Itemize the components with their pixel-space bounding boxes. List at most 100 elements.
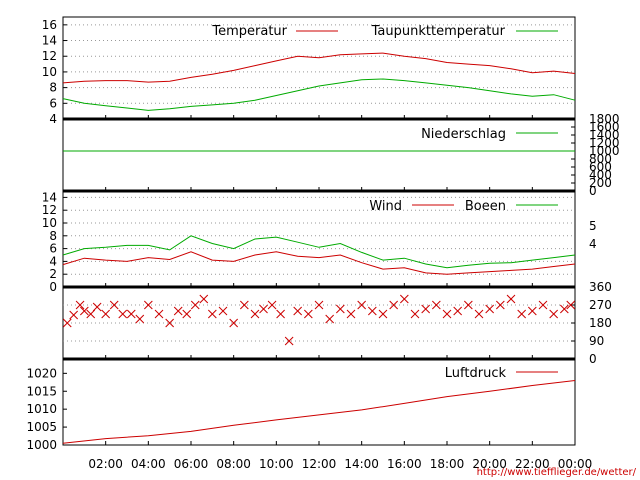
y-tick-label-right: 5: [589, 219, 597, 233]
y-tick-label-right: 180: [589, 316, 612, 330]
y-tick-label: 14: [42, 190, 57, 204]
wind-direction-point: [62, 318, 72, 328]
wind-direction-point: [86, 309, 96, 319]
y-tick-label-right: 600: [589, 160, 612, 174]
y-tick-label-right: 1200: [589, 136, 620, 150]
wind-direction-point: [431, 300, 441, 310]
wind-direction-point: [293, 306, 303, 316]
legend-niederschlag-label: Niederschlag: [421, 127, 506, 142]
wind-direction-point: [421, 304, 431, 314]
x-tick-label: 00:00: [558, 457, 593, 471]
wind-series: [62, 235, 576, 275]
wind-direction-point: [207, 309, 217, 319]
wind-direction-point: [399, 294, 409, 304]
legend-luftdruck-label: Luftdruck: [445, 366, 507, 381]
x-tick-label: 12:00: [302, 457, 337, 471]
wind-direction-point: [267, 300, 277, 310]
y-tick-label-right: 1400: [589, 128, 620, 142]
legend-taupunkttemperatur-label: Taupunkttemperatur: [371, 24, 506, 39]
y-tick-label-right: 270: [589, 298, 612, 312]
x-tick-label: 20:00: [472, 457, 507, 471]
y-tick-label: 1015: [26, 384, 57, 398]
wind-direction-point: [453, 306, 463, 316]
wind-direction-point: [314, 300, 324, 310]
wind-direction-point: [126, 309, 136, 319]
y-tick-label: 1005: [26, 420, 57, 434]
wind-direction-point: [135, 314, 145, 324]
wind-direction-point: [284, 336, 294, 346]
wind-direction-point: [378, 309, 388, 319]
x-tick-label: 10:00: [259, 457, 294, 471]
wind-direction-point: [239, 300, 249, 310]
y-tick-label-right: 1600: [589, 120, 620, 134]
series-line-luftdruck: [62, 380, 576, 444]
wind-direction-point: [485, 304, 495, 314]
y-tick-label: 10: [42, 216, 57, 230]
wind-direction-point: [173, 306, 183, 316]
y-tick-label-right: 1800: [589, 112, 620, 126]
y-tick-label: 8: [49, 229, 57, 243]
y-tick-label-right: 0: [589, 184, 597, 198]
y-tick-label-right: 4: [589, 237, 597, 251]
series-line-temperatur: [62, 52, 576, 84]
y-tick-label: 12: [42, 49, 57, 63]
wind-direction-point: [474, 309, 484, 319]
wind-direction-point: [357, 300, 367, 310]
wind-direction-point: [463, 300, 473, 310]
wind-direction-point: [325, 314, 335, 324]
y-tick-label-right: 1000: [589, 144, 620, 158]
y-tick-label: 4: [49, 112, 57, 126]
wind-direction-point: [335, 304, 345, 314]
x-tick-label: 06:00: [174, 457, 209, 471]
x-tick-label: 16:00: [387, 457, 422, 471]
y-tick-label: 8: [49, 81, 57, 95]
wind-direction-point: [517, 309, 527, 319]
x-tick-label: 14:00: [344, 457, 379, 471]
series-line-taupunkttemperatur: [62, 78, 576, 111]
wind-direction-point: [259, 304, 268, 314]
wind-y-ticks-right: 45: [589, 219, 597, 251]
x-axis-ticks: 02:00 04:00 06:00 08:00 10:00 12:00 14:00 16:00…: [88, 115, 592, 471]
wind-direction-point: [92, 302, 102, 312]
legend-boeen-label: Boeen: [465, 199, 506, 214]
wind-direction-point: [495, 300, 505, 310]
wind-direction-point: [527, 306, 537, 316]
legend-wind-label: Wind: [369, 199, 402, 214]
wind-direction-point: [109, 300, 119, 310]
wind-direction-point: [154, 309, 164, 319]
y-tick-label: 12: [42, 203, 57, 217]
y-tick-label: 4: [49, 254, 57, 268]
x-tick-label: 18:00: [430, 457, 465, 471]
y-tick-label: 1010: [26, 402, 57, 416]
wind-direction-y-ticks-right: 0 90 180 270 360: [571, 280, 612, 366]
series-line-wind: [62, 251, 576, 275]
y-tick-label: 1020: [26, 366, 57, 380]
wind-direction-point: [101, 309, 111, 319]
wind-direction-point: [559, 304, 569, 314]
wind-direction-point: [566, 300, 576, 310]
x-tick-label: 04:00: [131, 457, 166, 471]
wind-direction-point: [250, 309, 260, 319]
wind-direction-point: [199, 294, 209, 304]
y-tick-label-right: 800: [589, 152, 612, 166]
y-tick-label: 2: [49, 267, 57, 281]
y-tick-label-right: 400: [589, 168, 612, 182]
y-tick-label: 16: [42, 18, 57, 32]
wind-direction-point: [182, 309, 192, 319]
temperature-series: [62, 52, 576, 111]
y-tick-label-right: 360: [589, 280, 612, 294]
footer-link[interactable]: http://www.tiefflieger.de/wetter/: [477, 467, 637, 478]
y-tick-label-right: 90: [589, 334, 604, 348]
y-tick-label-right: 200: [589, 176, 612, 190]
series-line-boeen: [62, 235, 576, 269]
wind-direction-point: [410, 309, 420, 319]
wind-direction-point: [118, 309, 128, 319]
wind-direction-point: [303, 309, 313, 319]
wind-direction-point: [389, 300, 399, 310]
y-tick-label: 0: [49, 280, 57, 294]
wind-direction-point: [165, 318, 175, 328]
